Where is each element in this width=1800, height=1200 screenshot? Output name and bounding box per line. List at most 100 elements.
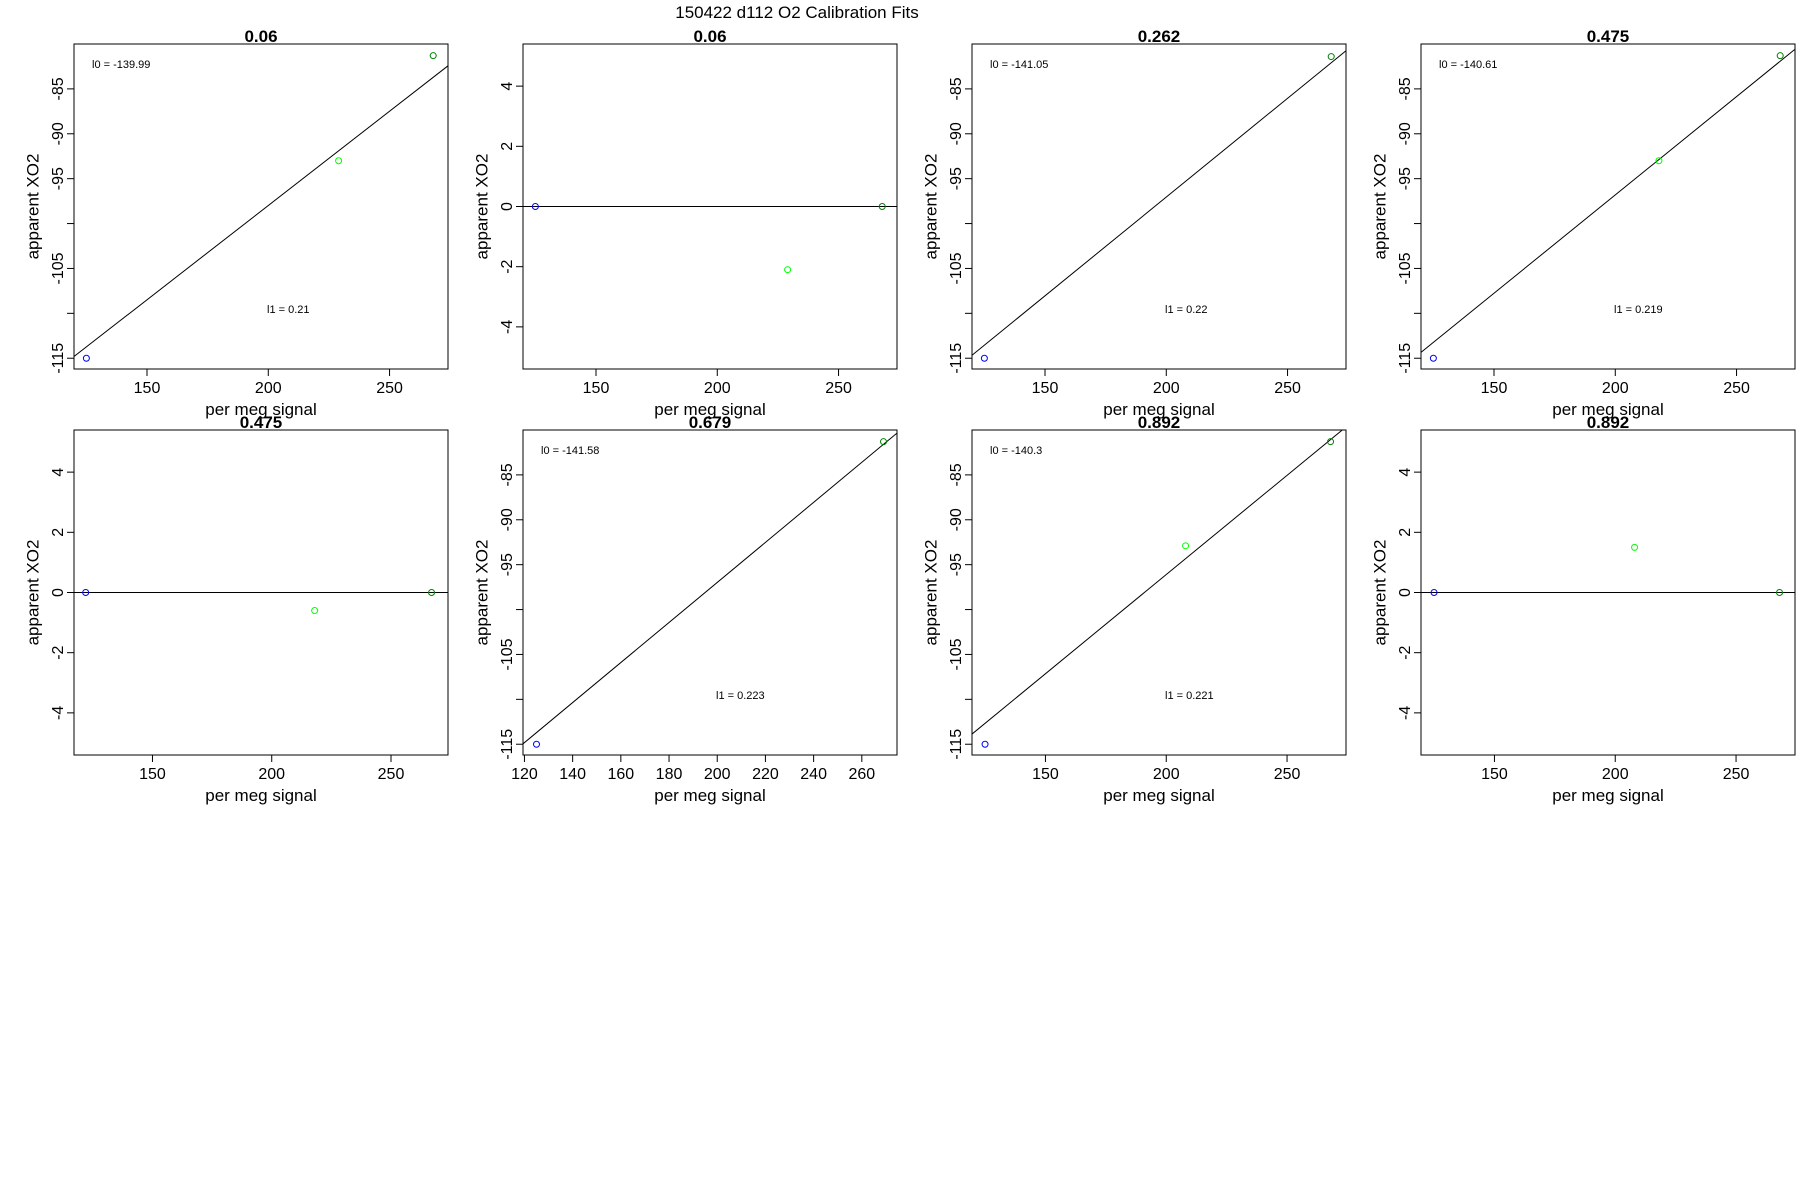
data-point — [1631, 543, 1639, 551]
panel-title: 0.475 — [240, 413, 283, 432]
x-tick-label: 250 — [1723, 380, 1750, 397]
plot-frame — [1420, 43, 1796, 370]
data-point — [532, 740, 540, 748]
y-tick-label: -85 — [50, 77, 67, 100]
y-tick-label: 0 — [1397, 588, 1414, 597]
x-tick-label: 200 — [1153, 766, 1180, 783]
y-tick-label: 2 — [499, 142, 516, 151]
y-axis-label: apparent XO2 — [23, 154, 42, 260]
x-tick-label: 240 — [800, 766, 827, 783]
plot-frame — [971, 43, 1347, 370]
slope-annotation: l1 = 0.22 — [1165, 304, 1208, 316]
y-tick-label: -4 — [50, 706, 67, 720]
y-tick-label: -90 — [948, 122, 965, 145]
y-tick-label: 2 — [50, 528, 67, 537]
data-point — [335, 157, 343, 165]
y-tick-label: -115 — [1397, 343, 1414, 374]
x-tick-label: 150 — [139, 766, 166, 783]
x-tick-label: 140 — [559, 766, 586, 783]
y-axis-label: apparent XO2 — [1370, 154, 1389, 260]
data-point — [428, 589, 436, 596]
y-tick-label: -105 — [1397, 252, 1414, 284]
x-tick-label: 150 — [1481, 380, 1508, 397]
x-tick-label: 200 — [258, 766, 285, 783]
x-tick-label: 120 — [511, 766, 538, 783]
x-tick-label: 250 — [1274, 380, 1301, 397]
panel-title: 0.679 — [689, 413, 732, 432]
y-tick-label: 2 — [1397, 528, 1414, 537]
x-tick-label: 260 — [848, 766, 875, 783]
chart-panel: 0.06 150 200 250 -115 -105 -95 -90 -85 per meg si… — [23, 27, 449, 419]
data-point — [878, 203, 886, 210]
y-axis-label: apparent XO2 — [472, 540, 491, 646]
y-tick-label: -4 — [499, 320, 516, 334]
y-tick-label: -85 — [948, 463, 965, 486]
fit-line — [972, 430, 1344, 735]
x-axis-label: per meg signal — [654, 786, 766, 805]
y-tick-label: -2 — [1397, 645, 1414, 659]
plot-frame — [73, 43, 449, 370]
y-tick-label: 0 — [50, 588, 67, 597]
data-point — [981, 740, 989, 748]
y-tick-label: -105 — [50, 252, 67, 284]
figure-title: 150422 d112 O2 Calibration Fits — [675, 3, 919, 22]
y-tick-label: -115 — [948, 343, 965, 374]
slope-annotation: l1 = 0.219 — [1614, 304, 1663, 316]
x-axis-label: per meg signal — [205, 400, 317, 419]
chart-panel: 0.892 150 200 250 -4 -2 0 2 4 per meg signal appar… — [1370, 413, 1796, 805]
intercept-annotation: l0 = -141.05 — [990, 59, 1048, 71]
x-tick-label: 200 — [704, 380, 731, 397]
data-point — [429, 52, 437, 60]
x-tick-label: 150 — [583, 380, 610, 397]
y-tick-label: -95 — [50, 167, 67, 190]
y-tick-label: -2 — [50, 645, 67, 659]
data-point — [1776, 52, 1784, 60]
y-tick-label: 4 — [50, 468, 67, 477]
chart-panel: 0.06 150 200 250 -4 -2 0 2 4 per meg signal appare… — [472, 27, 898, 419]
y-tick-label: -95 — [1397, 167, 1414, 190]
y-axis-label: apparent XO2 — [23, 540, 42, 646]
intercept-annotation: l0 = -141.58 — [541, 445, 599, 457]
fit-line — [74, 65, 448, 357]
x-tick-label: 150 — [1032, 380, 1059, 397]
data-point — [980, 354, 988, 362]
x-axis-label: per meg signal — [654, 400, 766, 419]
x-tick-label: 250 — [1274, 766, 1301, 783]
panel-title: 0.475 — [1587, 27, 1630, 46]
data-point — [1182, 542, 1190, 550]
y-tick-label: -85 — [499, 463, 516, 486]
intercept-annotation: l0 = -139.99 — [92, 59, 150, 71]
x-tick-label: 150 — [1481, 766, 1508, 783]
y-tick-label: 4 — [499, 82, 516, 91]
y-tick-label: -95 — [948, 553, 965, 576]
y-tick-label: -85 — [1397, 77, 1414, 100]
y-tick-label: -90 — [499, 508, 516, 531]
fit-line — [1421, 48, 1795, 353]
chart-panel: 0.679 120 140 160 180 200 220 240 260 -115 -105 -95… — [472, 413, 898, 805]
data-point — [82, 589, 90, 596]
panel-title: 0.06 — [244, 27, 277, 46]
intercept-annotation: l0 = -140.3 — [990, 445, 1042, 457]
data-point — [311, 607, 319, 615]
y-tick-label: -115 — [948, 729, 965, 760]
slope-annotation: l1 = 0.223 — [716, 690, 765, 702]
y-axis-label: apparent XO2 — [1370, 540, 1389, 646]
data-point — [784, 266, 792, 274]
plot-frame — [522, 429, 898, 756]
panel-title: 0.892 — [1587, 413, 1630, 432]
x-tick-label: 250 — [825, 380, 852, 397]
panel-title: 0.06 — [693, 27, 726, 46]
panel-title: 0.892 — [1138, 413, 1181, 432]
fit-line — [523, 432, 897, 745]
y-tick-label: -4 — [1397, 706, 1414, 720]
y-tick-label: -90 — [50, 122, 67, 145]
data-point — [880, 438, 888, 446]
plot-frame — [971, 429, 1347, 756]
data-point — [1327, 53, 1335, 61]
x-tick-label: 200 — [1602, 766, 1629, 783]
x-tick-label: 150 — [134, 380, 161, 397]
y-tick-label: 4 — [1397, 468, 1414, 477]
chart-panel: 0.475 150 200 250 -115 -105 -95 -90 -85 per meg s… — [1370, 27, 1796, 419]
